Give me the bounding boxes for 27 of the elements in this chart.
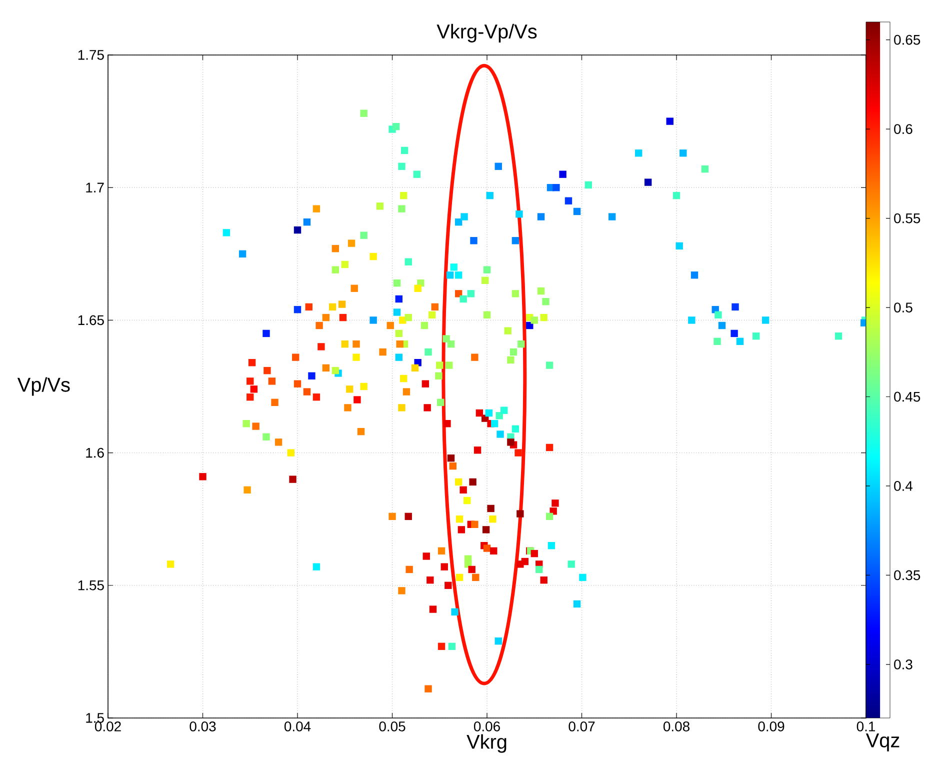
y-tick-label: 1.6 bbox=[86, 448, 104, 458]
x-axis-title: Vkrg bbox=[466, 734, 506, 753]
color-bar-title: Vqz bbox=[866, 734, 900, 752]
color-bar-label: 0.55 bbox=[894, 213, 920, 224]
x-tick-label: 0.07 bbox=[568, 721, 595, 732]
color-bar-label: 0.6 bbox=[894, 124, 912, 134]
color-bar-label: 0.5 bbox=[894, 302, 912, 312]
color-bar-label: 0.3 bbox=[894, 659, 912, 670]
y-tick-label: 1.7 bbox=[86, 182, 104, 192]
y-tick-label: 1.75 bbox=[78, 50, 104, 60]
y-tick-label: 1.65 bbox=[78, 315, 104, 326]
color-bar-label: 0.65 bbox=[894, 34, 920, 45]
y-tick-label: 1.5 bbox=[86, 713, 104, 723]
y-tick-label: 1.55 bbox=[78, 580, 104, 590]
chart-title: Vkrg-Vp/Vs bbox=[436, 24, 537, 42]
x-tick-label: 0.08 bbox=[663, 721, 690, 732]
x-tick-label: 0.06 bbox=[474, 721, 500, 732]
x-tick-label: 0.05 bbox=[379, 721, 406, 732]
x-tick-label: 0.04 bbox=[284, 721, 311, 732]
y-axis-title: Vp/Vs bbox=[17, 377, 70, 396]
color-bar-label: 0.4 bbox=[894, 481, 913, 491]
x-tick-label: 0.1 bbox=[856, 721, 876, 732]
x-tick-label: 0.03 bbox=[190, 721, 216, 732]
color-bar-label: 0.35 bbox=[894, 570, 920, 580]
x-tick-label: 0.02 bbox=[94, 721, 121, 732]
color-bar-label: 0.45 bbox=[894, 392, 920, 402]
x-tick-label: 0.09 bbox=[758, 721, 784, 732]
